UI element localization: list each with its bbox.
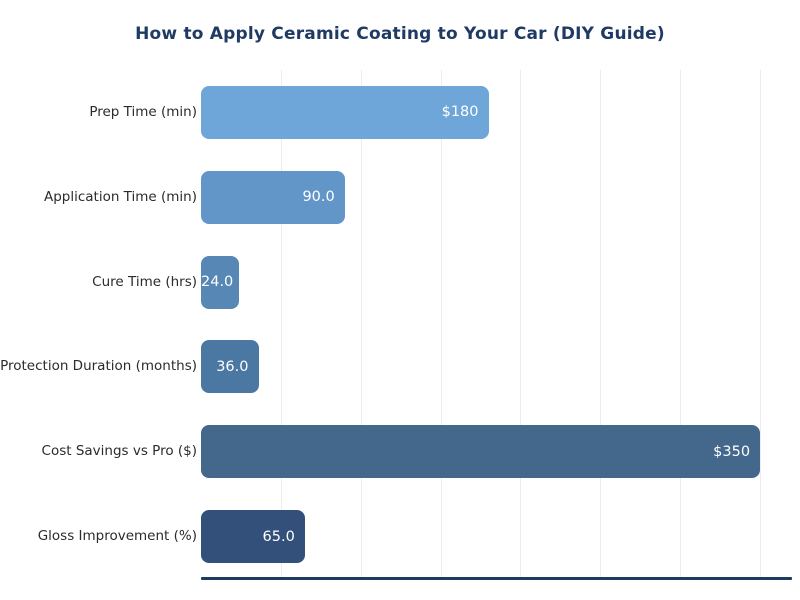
- bar-row: Cure Time (hrs) 24.0: [0, 255, 800, 309]
- chart-title: How to Apply Ceramic Coating to Your Car…: [135, 24, 665, 44]
- gridline: [600, 70, 602, 577]
- category-label: Protection Duration (months): [0, 358, 197, 375]
- bar-row: Application Time (min) 90.0: [0, 170, 800, 224]
- value-label: 36.0: [216, 358, 249, 375]
- gridline: [280, 70, 282, 577]
- x-axis-line: [201, 577, 792, 580]
- bar: [201, 255, 240, 309]
- value-label: 24.0: [201, 274, 234, 291]
- gridline: [360, 70, 362, 577]
- category-label: Gloss Improvement (%): [37, 528, 197, 545]
- bar-row: Cost Savings vs Pro ($) $350: [0, 425, 800, 479]
- gridline: [680, 70, 682, 577]
- gridline: [760, 70, 762, 577]
- category-label: Cure Time (hrs): [92, 273, 197, 290]
- category-label: Prep Time (min): [89, 103, 197, 120]
- bar-row: Protection Duration (months) 36.0: [0, 340, 800, 394]
- bar: [201, 340, 259, 394]
- category-label: Application Time (min): [43, 188, 197, 205]
- value-label: 90.0: [302, 189, 335, 206]
- bar: [201, 85, 489, 139]
- bar: [201, 170, 345, 224]
- gridline: [520, 70, 522, 577]
- bar: [201, 425, 761, 479]
- gridline: [440, 70, 442, 577]
- value-label: 65.0: [262, 528, 295, 545]
- category-label: Cost Savings vs Pro ($): [41, 443, 197, 460]
- bar: [201, 510, 305, 564]
- value-label: $350: [713, 443, 751, 460]
- value-label: $180: [441, 104, 479, 121]
- bar-row: Gloss Improvement (%) 65.0: [0, 510, 800, 564]
- bar-row: Prep Time (min) $180: [0, 85, 800, 139]
